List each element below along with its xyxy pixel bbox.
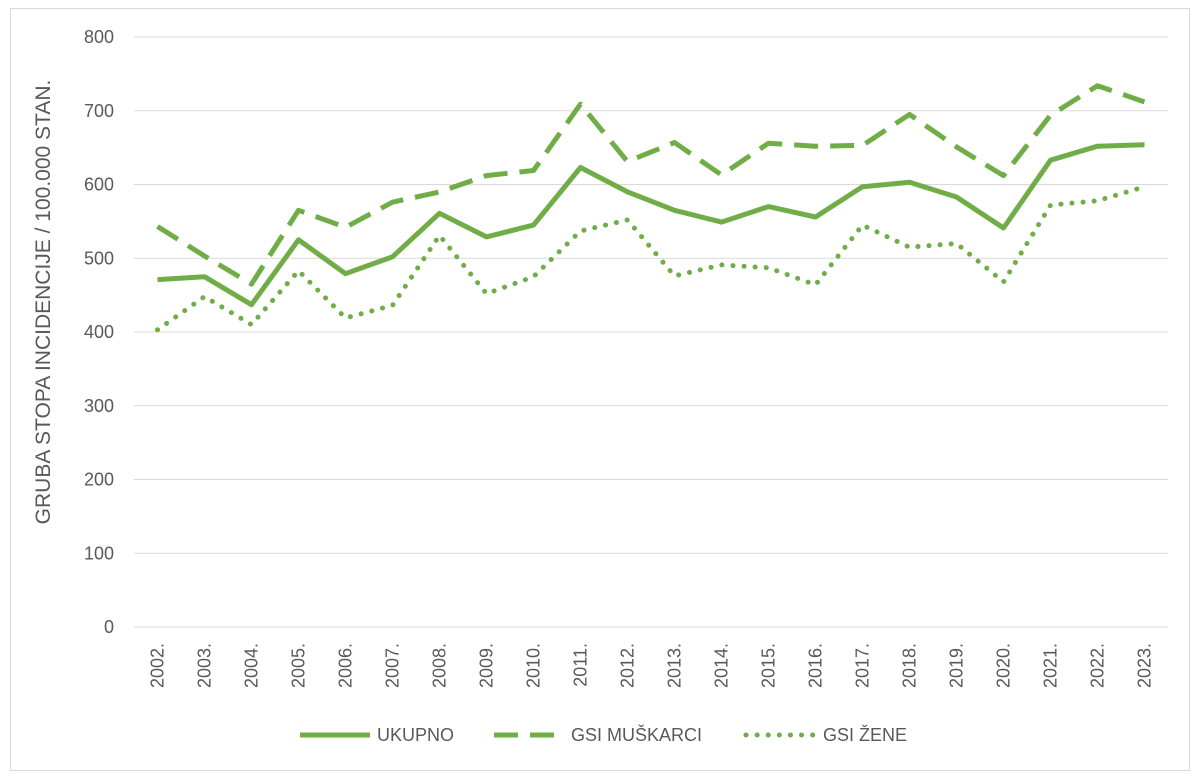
- x-tick-label: 2007.: [383, 643, 403, 688]
- x-tick-label: 2015.: [759, 643, 779, 688]
- x-tick-label: 2010.: [524, 643, 544, 688]
- y-axis-title: GRUBA STOPA INCIDENCIJE / 100.000 STAN.: [32, 80, 55, 525]
- x-tick-label: 2020.: [994, 643, 1014, 688]
- legend-label: UKUPNO: [377, 725, 454, 745]
- legend-label: GSI ŽENE: [823, 725, 907, 745]
- x-tick-label: 2011.: [571, 643, 591, 687]
- x-axis-ticks: 2002. 2003. 2004. 2005. 2006. 2007. 2008. 2009.…: [148, 643, 1155, 688]
- x-tick-label: 2023.: [1135, 643, 1155, 688]
- x-tick-label: 2004.: [242, 643, 262, 688]
- x-tick-label: 2013.: [665, 643, 685, 688]
- x-tick-label: 2002.: [148, 643, 168, 688]
- y-tick-label: 800: [84, 27, 114, 47]
- series-line-gsi-ene: [155, 184, 1147, 333]
- y-tick-label: 600: [84, 175, 114, 195]
- series-group: [155, 83, 1147, 333]
- series-line-ukupno: [157, 142, 1145, 308]
- y-tick-label: 100: [84, 543, 114, 563]
- x-tick-label: 2016.: [806, 643, 826, 688]
- gridlines: [134, 36, 1168, 628]
- x-tick-label: 2006.: [336, 643, 356, 688]
- x-tick-label: 2019.: [947, 643, 967, 688]
- y-tick-label: 300: [84, 396, 114, 416]
- series-line-gsi-mu-karci: [156, 83, 1146, 287]
- x-tick-label: 2003.: [195, 643, 215, 688]
- y-tick-label: 700: [84, 101, 114, 121]
- x-tick-label: 2022.: [1088, 643, 1108, 688]
- x-tick-label: 2008.: [430, 643, 450, 688]
- x-tick-label: 2021.: [1041, 643, 1061, 688]
- x-tick-label: 2014.: [712, 643, 732, 688]
- chart-frame: [10, 8, 1190, 771]
- y-tick-label: 0: [104, 617, 114, 637]
- y-tick-label: 400: [84, 322, 114, 342]
- y-tick-label: 500: [84, 248, 114, 268]
- legend: UKUPNO GSI MUŠKARCI GSI ŽENE: [300, 724, 907, 745]
- x-tick-label: 2017.: [853, 643, 873, 688]
- legend-label: GSI MUŠKARCI: [571, 724, 702, 745]
- x-tick-label: 2012.: [618, 643, 638, 688]
- x-tick-label: 2018.: [900, 643, 920, 688]
- x-tick-label: 2005.: [289, 643, 309, 688]
- y-axis-ticks: 0 100 200 300 400 500 600 700 800: [84, 27, 114, 637]
- x-tick-label: 2009.: [477, 643, 497, 688]
- y-tick-label: 200: [84, 470, 114, 490]
